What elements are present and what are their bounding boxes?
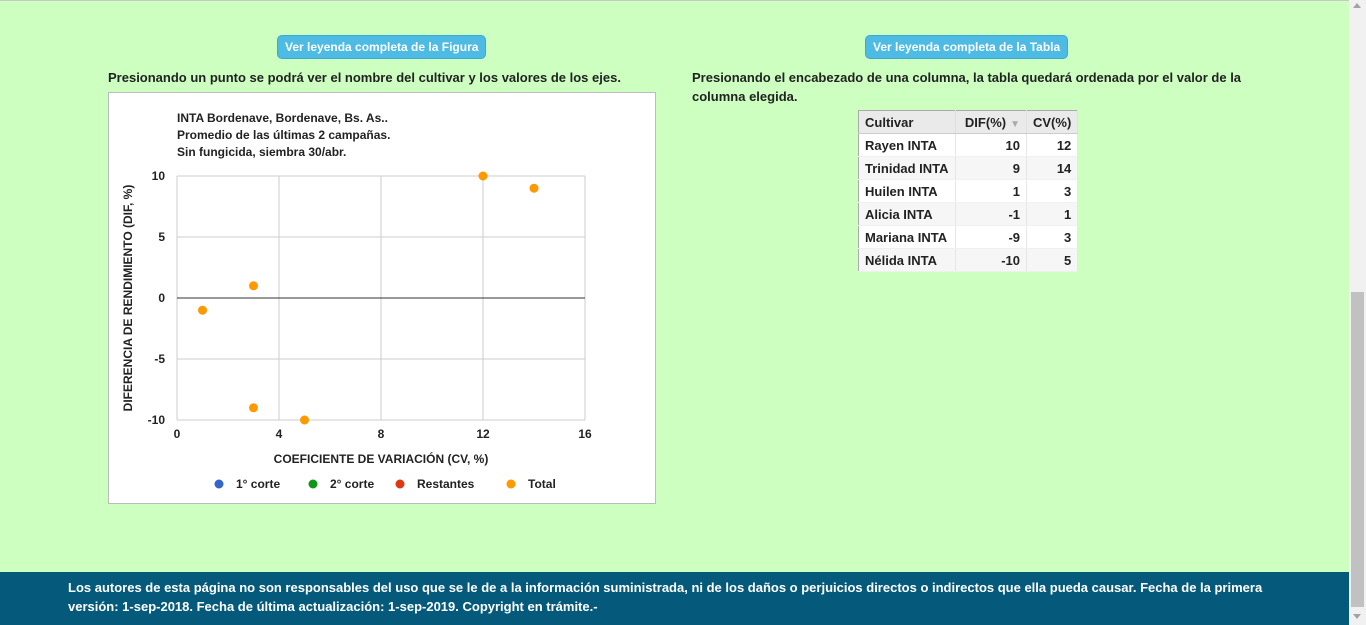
cell-cultivar: Trinidad INTA xyxy=(858,156,956,180)
cell-dif: 9 xyxy=(955,156,1027,180)
x-tick-label: 0 xyxy=(174,427,181,441)
table-row[interactable]: Trinidad INTA 9 14 xyxy=(858,156,1079,180)
scroll-up-icon[interactable] xyxy=(1353,3,1361,8)
y-tick-label: -5 xyxy=(154,352,165,366)
cell-cultivar: Rayen INTA xyxy=(858,133,956,157)
figure-legend-button[interactable]: Ver leyenda completa de la Figura xyxy=(277,35,487,59)
header-cv[interactable]: CV(%) xyxy=(1026,110,1079,134)
cell-dif: -9 xyxy=(955,225,1027,249)
cell-cultivar: Nélida INTA xyxy=(858,248,956,272)
data-point[interactable] xyxy=(249,403,258,413)
y-tick-label: -10 xyxy=(148,413,166,427)
data-point[interactable] xyxy=(249,281,258,291)
legend-label: 1° corte xyxy=(236,477,280,491)
data-point[interactable] xyxy=(198,305,207,315)
cell-cv: 3 xyxy=(1026,179,1079,203)
legend-marker xyxy=(395,479,405,489)
table-instruction: Presionando el encabezado de una columna… xyxy=(692,70,1242,104)
cell-dif: -10 xyxy=(955,248,1027,272)
x-tick-label: 4 xyxy=(276,427,283,441)
footer-disclaimer: Los autores de esta página no son respon… xyxy=(68,580,1263,614)
cell-cv: 14 xyxy=(1026,156,1079,180)
cell-cultivar: Mariana INTA xyxy=(858,225,956,249)
chart-title-line: Promedio de las últimas 2 campañas. xyxy=(177,128,390,142)
cell-dif: 10 xyxy=(955,133,1027,157)
scatter-chart[interactable]: INTA Bordenave, Bordenave, Bs. As.. Prome… xyxy=(108,92,656,504)
chart-title-line: INTA Bordenave, Bordenave, Bs. As.. xyxy=(177,111,388,125)
x-tick-label: 12 xyxy=(476,427,490,441)
header-cultivar-label: Cultivar xyxy=(865,114,914,130)
legend-marker xyxy=(214,479,224,489)
data-point[interactable] xyxy=(300,415,309,425)
chart-svg: INTA Bordenave, Bordenave, Bs. As.. Prome… xyxy=(121,111,592,491)
cell-cultivar: Huilen INTA xyxy=(858,179,956,203)
cell-dif: -1 xyxy=(955,202,1027,226)
table-row[interactable]: Mariana INTA -9 3 xyxy=(858,225,1079,249)
sort-desc-icon: ▼ xyxy=(1010,118,1020,130)
header-cultivar[interactable]: Cultivar xyxy=(858,110,956,134)
table-row[interactable]: Rayen INTA 10 12 xyxy=(858,133,1079,157)
table-header-row: Cultivar DIF(%) ▼ CV(%) xyxy=(858,110,1079,134)
data-point[interactable] xyxy=(478,171,488,181)
x-tick-label: 16 xyxy=(578,427,592,441)
legend-marker xyxy=(506,479,516,489)
chart-title-line: Sin fungicida, siembra 30/abr. xyxy=(177,145,346,159)
scrollbar-thumb[interactable] xyxy=(1351,292,1364,607)
legend-label: Total xyxy=(528,477,556,491)
cell-cv: 3 xyxy=(1026,225,1079,249)
legend-label: Restantes xyxy=(417,477,475,491)
data-point[interactable] xyxy=(529,183,539,193)
x-tick-label: 8 xyxy=(378,427,385,441)
cell-cultivar: Alicia INTA xyxy=(858,202,956,226)
x-axis-label: COEFICIENTE DE VARIACIÓN (CV, %) xyxy=(274,451,489,466)
table-row[interactable]: Alicia INTA -1 1 xyxy=(858,202,1079,226)
scroll-down-icon[interactable] xyxy=(1353,614,1361,619)
table-row[interactable]: Huilen INTA 1 3 xyxy=(858,179,1079,203)
y-axis-label: DIFERENCIA DE RENDIMIENTO (DIF, %) xyxy=(121,185,135,412)
cultivar-table: Cultivar DIF(%) ▼ CV(%) Rayen INTA 10 12 Tri… xyxy=(858,110,1079,272)
cell-cv: 1 xyxy=(1026,202,1079,226)
y-tick-label: 5 xyxy=(158,230,165,244)
top-divider xyxy=(0,0,1349,1)
header-dif-label: DIF(%) xyxy=(964,114,1007,130)
table-legend-button[interactable]: Ver leyenda completa de la Tabla xyxy=(865,35,1069,59)
y-tick-label: 10 xyxy=(152,169,166,183)
figure-instruction: Presionando un punto se podrá ver el nom… xyxy=(108,70,621,85)
cell-dif: 1 xyxy=(955,179,1027,203)
footer: Los autores de esta página no son respon… xyxy=(0,572,1349,625)
cell-cv: 12 xyxy=(1026,133,1079,157)
cell-cv: 5 xyxy=(1026,248,1079,272)
y-tick-label: 0 xyxy=(158,291,165,305)
legend-label: 2° corte xyxy=(330,477,374,491)
header-cv-label: CV(%) xyxy=(1033,114,1072,130)
table-row[interactable]: Nélida INTA -10 5 xyxy=(858,248,1079,272)
table-body: Rayen INTA 10 12 Trinidad INTA 9 14 Huilen INT… xyxy=(858,133,1079,272)
legend-marker xyxy=(308,479,318,489)
header-dif[interactable]: DIF(%) ▼ xyxy=(955,110,1027,134)
